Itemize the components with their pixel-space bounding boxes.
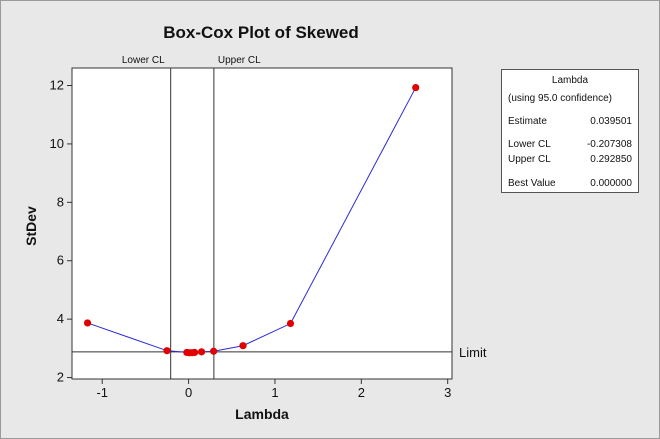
confidence-line-label: Lower CL	[122, 55, 165, 66]
confidence-line-label: Upper CL	[218, 55, 261, 66]
y-tick-label: 12	[50, 78, 64, 93]
summary-row-value: 0.000000	[590, 178, 632, 189]
y-tick-label: 10	[50, 136, 64, 151]
data-point	[210, 347, 218, 355]
y-axis-label: StDev	[23, 206, 39, 246]
limit-line-group: Limit	[72, 345, 487, 360]
data-point	[286, 319, 295, 328]
data-point	[191, 348, 199, 357]
summary-row-label: Upper CL	[508, 154, 551, 165]
lambda-summary-box: Lambda (using 95.0 confidence) Estimate …	[501, 69, 639, 193]
summary-row-value: -0.207308	[586, 139, 632, 150]
data-point	[412, 83, 420, 92]
data-point	[163, 347, 171, 355]
summary-subheading: (using 95.0 confidence)	[508, 93, 612, 104]
summary-heading: Lambda	[551, 75, 589, 86]
x-tick-label: 0	[185, 385, 192, 400]
y-tick-label: 2	[57, 370, 64, 385]
data-point	[83, 319, 92, 327]
x-tick-label: 2	[358, 385, 365, 400]
summary-row-value: 0.292850	[590, 154, 632, 165]
summary-row-label: Lower CL	[508, 139, 551, 150]
chart-title: Box-Cox Plot of Skewed	[163, 23, 359, 42]
y-tick-label: 8	[57, 194, 64, 209]
data-point	[197, 348, 206, 356]
summary-row-value: 0.039501	[590, 116, 632, 127]
x-tick-label: 1	[271, 385, 278, 400]
data-point	[239, 342, 247, 350]
plot-area	[71, 67, 453, 380]
x-axis-label: Lambda	[235, 406, 289, 422]
y-tick-label: 4	[57, 311, 64, 326]
summary-row-label: Best Value	[508, 178, 556, 189]
y-tick-label: 6	[57, 253, 64, 268]
x-tick-label: 3	[444, 385, 451, 400]
x-tick-label: -1	[96, 385, 108, 400]
summary-row-label: Estimate	[508, 116, 547, 127]
limit-label: Limit	[459, 345, 487, 360]
series-group	[83, 83, 420, 357]
confidence-lines: Lower CL Upper CL	[122, 55, 261, 379]
